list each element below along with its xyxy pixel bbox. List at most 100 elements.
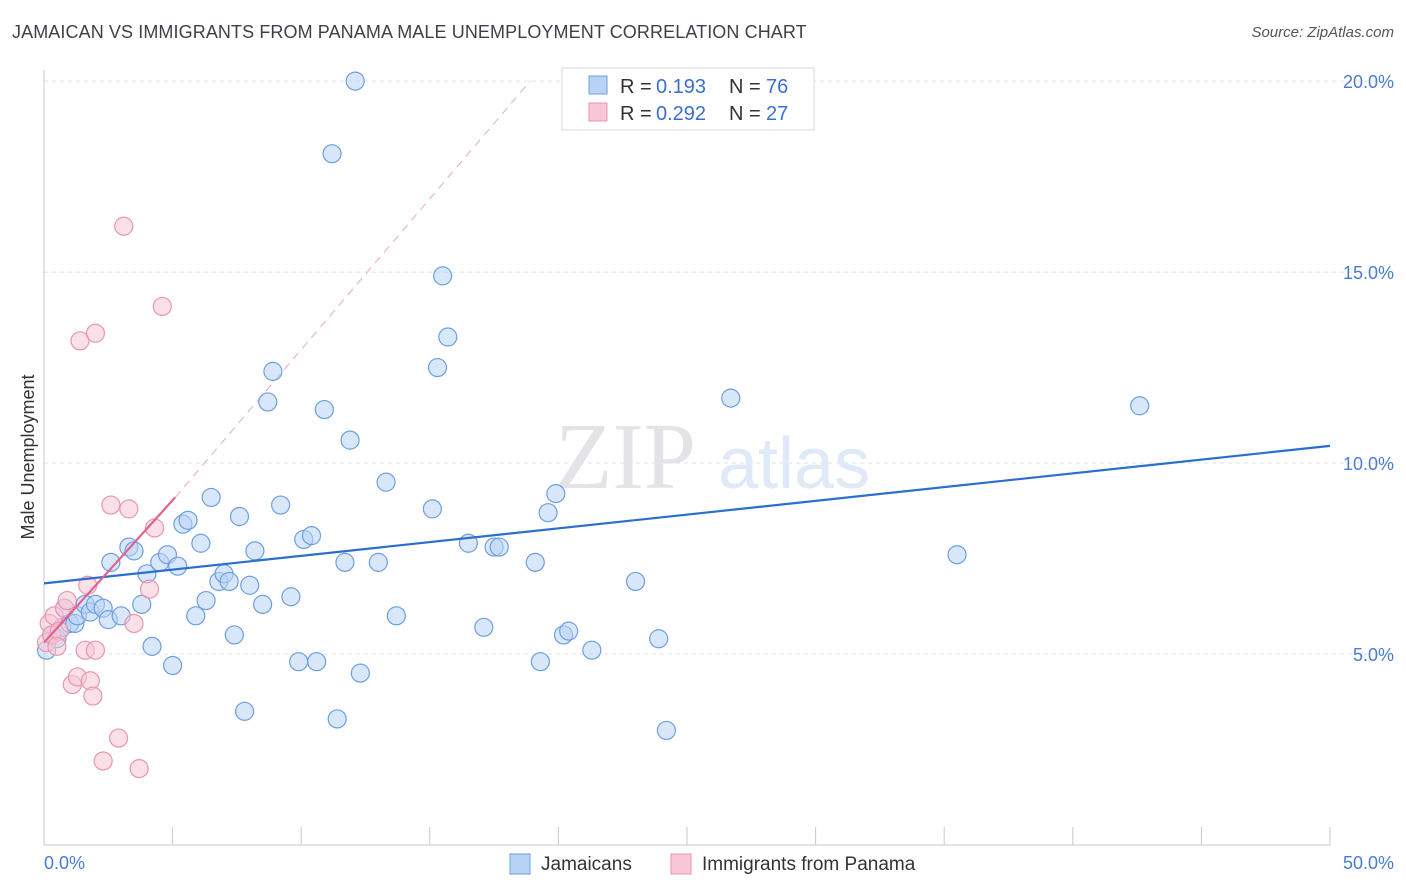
point-jamaicans: [186, 606, 206, 626]
point-jamaicans: [219, 571, 239, 592]
point-jamaicans: [530, 652, 550, 672]
y-tick-label: 5.0%: [1353, 645, 1394, 665]
point-jamaicans: [345, 71, 365, 91]
point-panama: [85, 323, 106, 343]
bottom-legend-label-panama: Immigrants from Panama: [702, 854, 916, 875]
data-points: [36, 71, 1331, 779]
point-jamaicans: [1130, 396, 1150, 416]
legend-n-value-2: 27: [766, 103, 788, 125]
point-jamaicans: [335, 552, 355, 572]
point-jamaicans: [322, 144, 342, 164]
legend-n-label-1: N =: [729, 76, 761, 98]
point-panama: [57, 590, 77, 611]
point-panama: [93, 751, 113, 771]
point-jamaicans: [263, 361, 283, 381]
point-jamaicans: [132, 594, 152, 614]
watermark-zip: ZIP: [555, 405, 696, 509]
point-panama: [47, 636, 67, 656]
point-jamaicans: [474, 617, 494, 637]
legend: R = 0.193 N = 76 R = 0.292 N = 27: [561, 67, 815, 131]
point-jamaicans: [489, 537, 509, 557]
point-jamaicans: [101, 552, 121, 572]
x-tick-label-min: 0.0%: [44, 853, 85, 873]
point-jamaicans: [433, 266, 453, 286]
trend-line-panama: [43, 496, 176, 644]
point-jamaicans: [582, 640, 602, 660]
legend-n-label-2: N =: [729, 103, 761, 125]
point-jamaicans: [559, 621, 579, 641]
point-jamaicans: [625, 571, 646, 592]
point-jamaicans: [538, 503, 558, 523]
point-jamaicans: [258, 392, 278, 412]
point-jamaicans: [253, 594, 273, 614]
legend-r-label-1: R =: [620, 76, 652, 98]
y-tick-label: 10.0%: [1343, 454, 1394, 474]
y-tick-label: 15.0%: [1343, 263, 1394, 283]
point-jamaicans: [201, 487, 221, 508]
y-axis-title: Male Unemployment: [18, 374, 38, 539]
watermark: ZIP atlas: [555, 405, 870, 509]
point-jamaicans: [289, 652, 309, 672]
trend-line-panama-extension: [174, 80, 531, 498]
point-jamaicans: [191, 533, 211, 553]
point-jamaicans: [721, 388, 741, 408]
point-jamaicans: [386, 606, 406, 626]
bottom-legend-label-jamaicans: Jamaicans: [541, 854, 632, 875]
point-panama: [119, 499, 139, 519]
point-jamaicans: [307, 652, 327, 672]
point-panama: [70, 331, 90, 351]
point-jamaicans: [350, 663, 370, 683]
y-tick-label: 20.0%: [1343, 72, 1394, 92]
trend-line-jamaicans: [43, 444, 1331, 585]
bottom-legend-swatch-panama: [670, 853, 692, 875]
trend-lines: [174, 80, 531, 498]
y-tick-labels: 5.0% 10.0% 15.0% 20.0%: [1343, 72, 1394, 665]
axes: [43, 70, 1331, 846]
point-jamaicans: [340, 430, 360, 450]
point-panama: [108, 728, 129, 748]
point-jamaicans: [525, 552, 545, 572]
point-jamaicans: [422, 499, 442, 519]
point-jamaicans: [271, 495, 291, 515]
legend-swatch-jamaicans: [588, 75, 608, 95]
point-jamaicans: [546, 484, 566, 504]
bottom-legend-swatch-jamaicans: [509, 853, 531, 875]
point-panama: [124, 613, 144, 634]
point-jamaicans: [240, 575, 260, 595]
point-jamaicans: [245, 541, 265, 561]
point-jamaicans: [163, 655, 183, 676]
point-jamaicans: [229, 506, 250, 527]
legend-n-value-1: 76: [766, 76, 788, 98]
x-tick-labels: 0.0% 50.0%: [44, 853, 1394, 873]
bottom-legend: Jamaicans Immigrants from Panama: [509, 853, 916, 875]
point-panama: [85, 640, 106, 660]
point-jamaicans: [224, 625, 244, 645]
point-jamaicans: [327, 709, 347, 729]
point-jamaicans: [368, 552, 388, 572]
x-tick-label-max: 50.0%: [1343, 853, 1394, 873]
source-label: Source: ZipAtlas.com: [1251, 24, 1394, 41]
grid-lines: [44, 80, 1394, 655]
watermark-atlas: atlas: [718, 424, 870, 504]
point-panama: [152, 296, 172, 317]
point-jamaicans: [235, 701, 255, 721]
point-jamaicans: [656, 720, 677, 741]
point-jamaicans: [314, 399, 334, 420]
point-jamaicans: [168, 556, 188, 576]
legend-swatch-panama: [588, 102, 608, 122]
point-jamaicans: [142, 636, 162, 656]
legend-r-value-1: 0.193: [656, 76, 706, 98]
point-jamaicans: [649, 629, 669, 649]
point-panama: [101, 495, 121, 515]
point-jamaicans: [376, 472, 396, 492]
point-panama: [83, 686, 103, 706]
point-jamaicans: [281, 587, 301, 607]
point-panama: [139, 579, 160, 599]
point-jamaicans: [438, 327, 458, 347]
point-jamaicans: [301, 526, 322, 546]
legend-r-label-2: R =: [620, 103, 652, 125]
legend-r-value-2: 0.292: [656, 103, 706, 125]
point-jamaicans: [196, 590, 216, 611]
point-panama: [129, 759, 149, 779]
